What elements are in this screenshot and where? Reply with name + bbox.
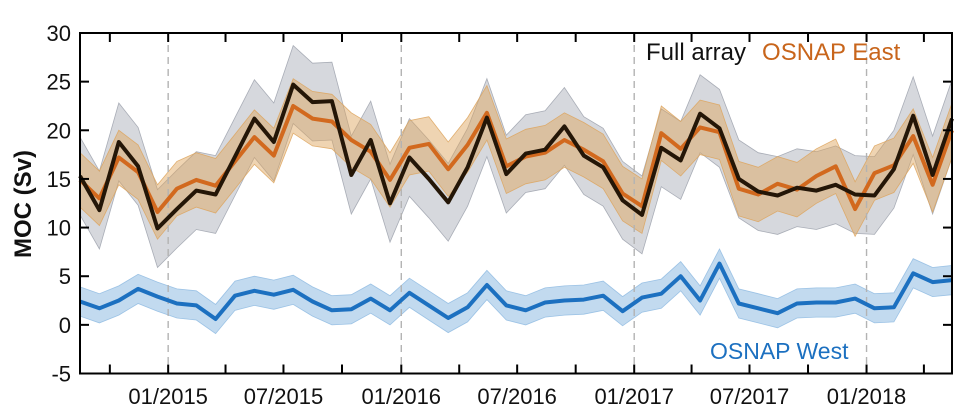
legend-osnap-west: OSNAP West	[710, 338, 849, 364]
full-array-line	[78, 82, 954, 231]
y-tick-label: 20	[47, 118, 71, 143]
osnap-west-uncertainty-band	[79, 248, 953, 335]
y-tick-label: -5	[51, 362, 71, 387]
x-tick-label: 01/2017	[594, 384, 674, 409]
y-tick-label: 25	[47, 70, 71, 95]
legend-full-array: Full array	[646, 39, 747, 66]
y-tick-label: 15	[47, 167, 71, 192]
x-tick-label: 07/2015	[244, 384, 324, 409]
y-tick-label: 30	[47, 21, 71, 46]
y-axis-title: MOC (Sv)	[10, 150, 37, 258]
x-tick-label: 01/2018	[827, 384, 907, 409]
y-tick-label: 0	[59, 313, 71, 338]
x-tick-label: 01/2016	[362, 384, 442, 409]
x-tick-label: 07/2016	[477, 384, 557, 409]
axes-frame	[79, 32, 953, 375]
x-tick-label: 07/2017	[710, 384, 790, 409]
legend-osnap-east: OSNAP East	[762, 39, 901, 66]
y-tick-label: 10	[47, 216, 71, 241]
x-tick-label: 01/2015	[128, 384, 208, 409]
y-tick-label: 5	[59, 264, 71, 289]
osnap-west-line	[79, 261, 953, 321]
legend: Full array OSNAP East	[646, 41, 900, 65]
